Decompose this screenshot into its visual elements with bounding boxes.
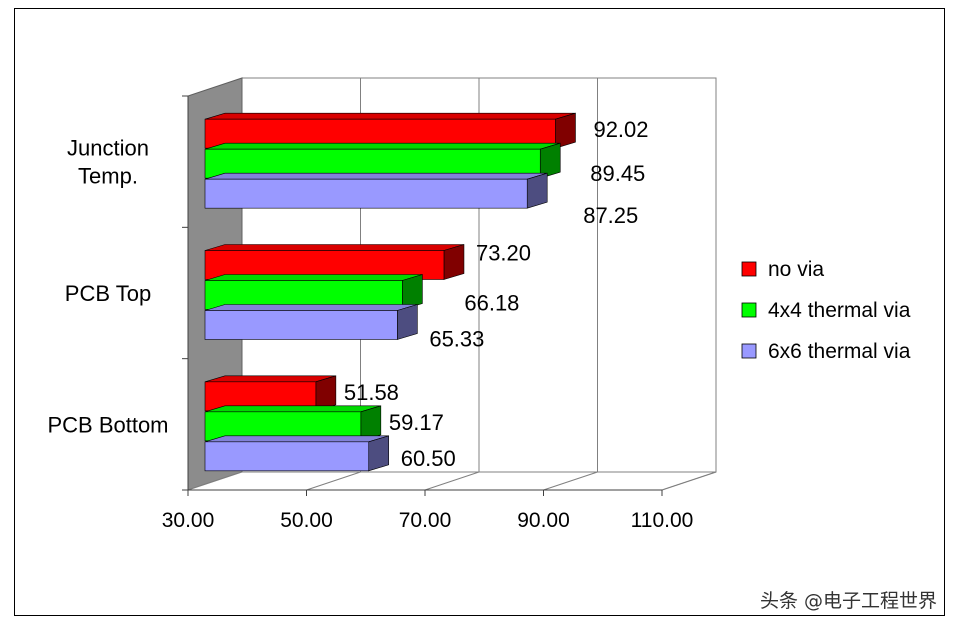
bar bbox=[204, 310, 398, 340]
bar-top bbox=[204, 244, 465, 251]
bar-top bbox=[204, 274, 423, 281]
bar-top bbox=[204, 405, 381, 413]
data-label: 87.25 bbox=[583, 203, 638, 228]
legend-swatch bbox=[741, 261, 757, 277]
bar-top bbox=[204, 435, 389, 443]
legend-swatch bbox=[741, 302, 757, 318]
x-tick-label: 50.00 bbox=[280, 509, 333, 532]
data-label: 73.20 bbox=[476, 241, 531, 266]
legend-label: 4x4 thermal via bbox=[768, 299, 911, 322]
bar-top bbox=[204, 375, 336, 383]
floor-gridline bbox=[306, 471, 361, 491]
watermark: 头条 @电子工程世界 bbox=[759, 590, 937, 612]
data-label: 66.18 bbox=[464, 291, 519, 316]
bar bbox=[204, 441, 370, 472]
floor-gridline bbox=[543, 471, 598, 491]
bar bbox=[204, 178, 528, 209]
category-label: Junction Temp. bbox=[67, 136, 149, 189]
data-label: 60.50 bbox=[401, 446, 456, 471]
data-label: 89.45 bbox=[590, 161, 645, 186]
legend-swatch bbox=[741, 343, 757, 359]
bar-top bbox=[204, 142, 561, 150]
bar-top bbox=[204, 172, 548, 180]
x-tick-label: 110.00 bbox=[631, 509, 694, 532]
data-label: 59.17 bbox=[389, 410, 444, 435]
category-label: PCB Top bbox=[65, 281, 151, 306]
bar-end bbox=[526, 172, 548, 209]
data-label: 92.02 bbox=[593, 117, 648, 142]
bar-end bbox=[397, 304, 418, 340]
data-label: 65.33 bbox=[429, 327, 484, 352]
bar-top bbox=[204, 304, 418, 311]
x-tick-label: 30.00 bbox=[162, 509, 215, 532]
bar-end bbox=[443, 244, 465, 280]
floor-gridline bbox=[661, 471, 717, 491]
x-tick-label: 90.00 bbox=[517, 509, 570, 532]
floor-gridline bbox=[424, 471, 480, 491]
legend-label: no via bbox=[768, 258, 824, 281]
category-label: PCB Bottom bbox=[47, 412, 168, 437]
bar-top bbox=[204, 112, 576, 120]
bar-end bbox=[368, 435, 390, 472]
x-tick-label: 70.00 bbox=[399, 509, 452, 532]
data-label: 51.58 bbox=[344, 380, 399, 405]
legend-label: 6x6 thermal via bbox=[768, 340, 911, 363]
